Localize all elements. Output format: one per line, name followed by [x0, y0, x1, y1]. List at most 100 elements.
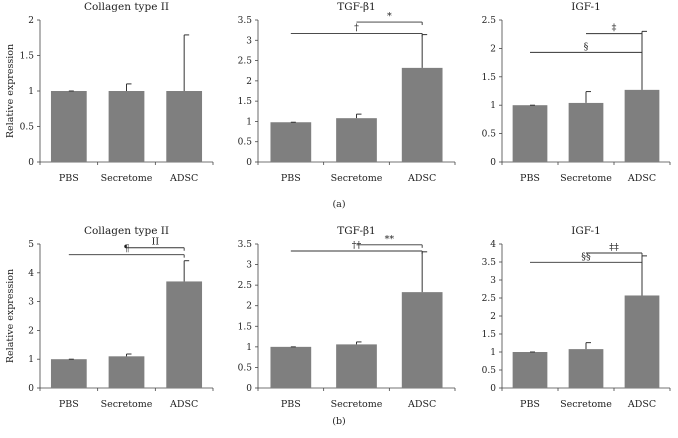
x-category-label: Secretome — [331, 173, 383, 184]
y-tick-label: 0.5 — [20, 123, 35, 133]
y-tick-label: 0 — [28, 158, 34, 168]
y-tick-label: 1.5 — [482, 330, 497, 340]
y-tick-label: 3 — [246, 36, 252, 46]
x-category-label: PBS — [59, 173, 79, 184]
chart-title: IGF-1 — [571, 1, 601, 13]
y-tick-label: 3.5 — [238, 240, 253, 250]
bar-secretome — [108, 356, 145, 388]
y-tick-label: 3.5 — [238, 16, 253, 26]
y-tick-label: 2 — [246, 77, 252, 87]
significance-marker: †† — [352, 240, 362, 251]
bar-secretome — [336, 118, 377, 162]
chart-title: Collagen type II — [84, 225, 169, 237]
x-category-label: ADSC — [169, 399, 198, 410]
y-tick-label: 3 — [490, 276, 496, 286]
y-tick-label: 0.5 — [238, 138, 253, 148]
bar-adsc — [624, 295, 660, 388]
bar-pbs — [270, 122, 312, 162]
chart-panel-5: TGF-β1 0 0.5 1 1.5 2 2.5 3 3.5 PBS Secretome ADSC **… — [238, 225, 456, 410]
bar-pbs — [50, 359, 87, 388]
chart-title: TGF-β1 — [337, 225, 376, 237]
x-category-label: Secretome — [560, 173, 612, 184]
y-tick-label: 2.5 — [238, 281, 253, 291]
y-tick-label: 0 — [246, 158, 252, 168]
y-tick-label: 0.5 — [238, 363, 253, 373]
chart-panel-3: IGF-1 0 0.5 1 1.5 2 2.5 PBS Secretome ADSC ‡ § — [482, 1, 671, 184]
bar-adsc — [624, 89, 660, 162]
chart-panel-4: Collagen type II 0 1 2 3 4 5 Relative expressio… — [5, 225, 214, 410]
y-tick-label: 5 — [28, 240, 34, 250]
x-category-label: ADSC — [407, 173, 436, 184]
x-category-label: PBS — [520, 399, 540, 410]
y-tick-label: 2 — [28, 16, 34, 26]
y-tick-label: 2.5 — [482, 294, 497, 304]
x-category-label: Secretome — [331, 399, 383, 410]
significance-marker: † — [354, 22, 359, 33]
y-axis-label: Relative expression — [5, 269, 16, 363]
x-category-label: Secretome — [101, 173, 153, 184]
y-tick-label: 4 — [28, 269, 34, 279]
y-tick-label: 4 — [490, 240, 496, 250]
bar-adsc — [166, 281, 203, 388]
y-tick-label: 3 — [28, 298, 34, 308]
y-tick-label: 1 — [28, 87, 34, 97]
y-tick-label: 1 — [246, 343, 252, 353]
y-tick-label: 2 — [490, 312, 496, 322]
panel-label-a: (a) — [332, 199, 345, 210]
x-category-label: ADSC — [627, 399, 656, 410]
bar-secretome — [336, 344, 377, 388]
y-tick-label: 3 — [246, 261, 252, 271]
y-tick-label: 0 — [246, 384, 252, 394]
chart-panel-6: IGF-1 0 0.5 1 1.5 2 2.5 3 3.5 4 PBS Secretome ADSC ‡‡… — [482, 225, 671, 410]
bar-adsc — [166, 91, 203, 162]
y-tick-label: 1 — [246, 117, 252, 127]
x-category-label: PBS — [281, 173, 301, 184]
significance-marker: ** — [385, 234, 395, 245]
x-category-label: ADSC — [407, 399, 436, 410]
y-axis-label: Relative expression — [5, 44, 16, 138]
bar-pbs — [270, 346, 312, 388]
chart-title: TGF-β1 — [337, 1, 376, 13]
bar-secretome — [108, 91, 145, 162]
x-category-label: Secretome — [560, 399, 612, 410]
y-tick-label: 1 — [28, 355, 34, 365]
bar-secretome — [568, 349, 604, 388]
y-tick-label: 3.5 — [482, 258, 497, 268]
x-category-label: Secretome — [101, 399, 153, 410]
significance-marker: II — [152, 237, 160, 248]
y-tick-label: 0.5 — [482, 366, 497, 376]
significance-marker: ‡‡ — [609, 242, 619, 253]
bar-secretome — [568, 102, 604, 162]
y-tick-label: 2.5 — [238, 57, 253, 67]
x-category-label: ADSC — [627, 173, 656, 184]
x-category-label: PBS — [520, 173, 540, 184]
chart-title: Collagen type II — [84, 1, 169, 13]
y-tick-label: 2 — [490, 44, 496, 54]
y-tick-label: 1.5 — [482, 73, 497, 83]
y-tick-label: 0 — [490, 158, 496, 168]
significance-marker: ¶ — [123, 244, 129, 255]
y-tick-label: 0 — [490, 384, 496, 394]
y-tick-label: 2.5 — [482, 16, 497, 26]
chart-panel-2: TGF-β1 0 0.5 1 1.5 2 2.5 3 3.5 PBS Secretome ADSC * † — [238, 1, 456, 184]
y-tick-label: 2 — [246, 302, 252, 312]
panel-label-b: (b) — [332, 416, 346, 427]
chart-title: IGF-1 — [571, 225, 601, 237]
bar-adsc — [401, 67, 443, 162]
bar-adsc — [401, 292, 443, 388]
y-tick-label: 1.5 — [238, 97, 253, 107]
y-tick-label: 1.5 — [238, 322, 253, 332]
significance-marker: * — [387, 11, 392, 22]
bar-pbs — [512, 352, 548, 388]
significance-marker: § — [584, 41, 589, 52]
significance-marker: §§ — [581, 251, 591, 262]
y-tick-label: 0 — [28, 384, 34, 394]
chart-panel-1: Collagen type II 0 0.5 1 1.5 2 Relative expres… — [5, 1, 214, 184]
y-tick-label: 1 — [490, 348, 496, 358]
y-tick-label: 1 — [490, 101, 496, 111]
bar-pbs — [512, 105, 548, 162]
y-tick-label: 1.5 — [20, 52, 35, 62]
x-category-label: PBS — [59, 399, 79, 410]
y-tick-label: 2 — [28, 326, 34, 336]
